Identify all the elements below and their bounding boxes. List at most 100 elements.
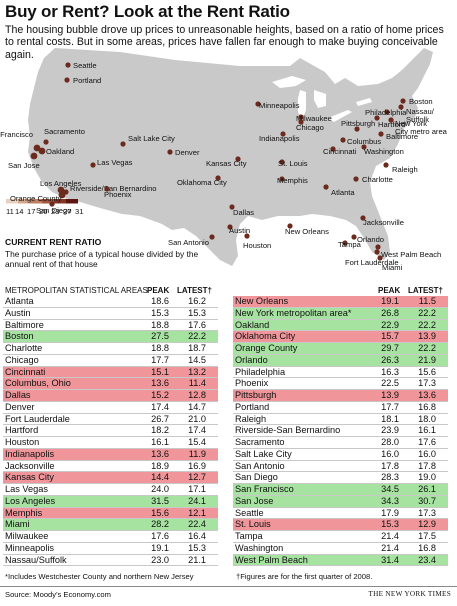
city-marker <box>353 176 359 182</box>
peak-value: 22.5 <box>381 378 399 389</box>
peak-value: 18.6 <box>151 296 169 306</box>
latest-value: 17.3 <box>418 378 436 389</box>
peak-value: 18.9 <box>151 460 169 471</box>
city-label: Cincinnati <box>323 147 357 156</box>
city-label: Suffolk <box>406 115 429 124</box>
legend-swatch <box>30 199 42 204</box>
city-label: Orlando <box>357 235 384 244</box>
peak-value: 17.4 <box>151 401 169 412</box>
peak-value: 17.6 <box>151 531 169 541</box>
city-name: Fort Lauderdale <box>5 413 70 424</box>
city-marker <box>244 233 250 239</box>
city-marker <box>375 244 381 250</box>
peak-value: 26.3 <box>381 354 399 365</box>
city-name: Kansas City <box>5 472 55 483</box>
city-name: Columbus, Ohio <box>5 378 71 389</box>
city-marker <box>298 119 304 125</box>
city-name: Cincinnati <box>5 366 46 377</box>
footnote-right: †Figures are for the first quarter of 20… <box>236 572 373 581</box>
table-row: Charlotte 18.8 18.7 <box>3 343 218 355</box>
latest-value: 17.6 <box>188 319 206 330</box>
city-name: Charlotte <box>5 343 43 353</box>
city-label: Pittsburgh <box>341 119 375 128</box>
city-label: Dallas <box>233 208 254 217</box>
legend-swatch <box>54 199 66 204</box>
city-label: Houston <box>243 241 271 250</box>
city-marker <box>384 109 390 115</box>
city-name: Atlanta <box>5 296 34 306</box>
city-label: Boston <box>409 97 433 106</box>
latest-value: 19.0 <box>418 472 436 483</box>
latest-value: 13.2 <box>188 366 206 377</box>
city-name: Tampa <box>235 531 263 541</box>
city-marker <box>58 191 66 199</box>
city-name: Austin <box>5 307 31 318</box>
city-label: Phoenix <box>104 190 132 199</box>
city-label: San Antonio <box>168 238 209 247</box>
peak-value: 15.6 <box>151 507 169 518</box>
city-label: Austin <box>229 226 250 235</box>
peak-value: 16.0 <box>381 448 399 459</box>
latest-value: 16.8 <box>418 542 436 553</box>
peak-value: 15.1 <box>151 366 169 377</box>
table-row: Las Vegas 24.0 17.1 <box>3 484 218 496</box>
peak-value: 19.1 <box>151 542 169 553</box>
city-label: Salt Lake City <box>128 134 175 143</box>
table-row: Miami 28.2 22.4 <box>3 519 218 531</box>
city-label: New York <box>395 119 427 128</box>
table-row: Sacramento 28.0 17.6 <box>233 437 448 449</box>
city-name: Seattle <box>235 507 264 518</box>
table-row: Riverside-San Bernardino 23.9 16.1 <box>233 425 448 437</box>
city-label: St. Louis <box>278 159 308 168</box>
city-marker <box>330 146 336 152</box>
latest-value: 15.3 <box>188 307 206 318</box>
city-marker <box>340 137 346 143</box>
city-label: Seattle <box>73 61 97 70</box>
latest-value: 24.1 <box>188 495 206 506</box>
city-marker <box>374 249 380 255</box>
city-name: Philadelphia <box>235 366 286 377</box>
city-label: Los Angeles <box>40 179 82 188</box>
city-label: New Orleans <box>285 227 329 236</box>
table-row: Austin 15.3 15.3 <box>3 308 218 320</box>
city-marker <box>104 186 110 192</box>
latest-value: 22.4 <box>188 519 206 530</box>
latest-value: 17.6 <box>418 437 436 447</box>
peak-value: 18.2 <box>151 425 169 436</box>
city-marker <box>255 101 261 107</box>
city-marker <box>90 162 96 168</box>
city-label: Oakland <box>46 147 74 156</box>
latest-value: 21.1 <box>188 554 206 565</box>
map-cities: Seattle Portland San Francisco Sacramento Oa… <box>0 61 448 272</box>
peak-value: 28.2 <box>151 519 169 530</box>
city-name: West Palm Beach <box>235 554 308 565</box>
city-label: Chicago <box>296 123 324 132</box>
latest-value: 16.8 <box>418 401 436 412</box>
city-marker <box>38 147 46 155</box>
city-label: San Jose <box>8 161 40 170</box>
city-label: Fort Lauderdale <box>345 258 399 267</box>
city-label: Washington <box>364 147 404 156</box>
peak-value: 13.9 <box>381 390 399 400</box>
latest-value: 14.5 <box>188 354 206 365</box>
peak-value: 22.9 <box>381 319 399 330</box>
peak-value: 13.6 <box>151 448 169 459</box>
peak-value: 17.8 <box>381 460 399 471</box>
latest-value: 16.1 <box>418 425 436 436</box>
latest-value: 12.8 <box>188 390 206 400</box>
lake-erie <box>328 110 352 122</box>
latest-value: 17.5 <box>418 531 436 541</box>
city-label: Indianapolis <box>259 134 300 143</box>
city-name: Las Vegas <box>5 484 48 494</box>
city-name: St. Louis <box>235 519 271 530</box>
city-marker <box>215 175 221 181</box>
table-row: West Palm Beach 31.4 23.4 <box>233 554 448 567</box>
city-label: Minneapolis <box>259 101 300 110</box>
header-area-left: METROPOLITAN STATISTICAL AREAS <box>5 286 148 295</box>
city-marker <box>374 115 380 121</box>
city-marker <box>49 201 55 207</box>
table-row: St. Louis 15.3 12.9 <box>233 519 448 531</box>
city-label: Riverside/San Bernardino <box>70 184 157 193</box>
city-marker <box>383 162 389 168</box>
